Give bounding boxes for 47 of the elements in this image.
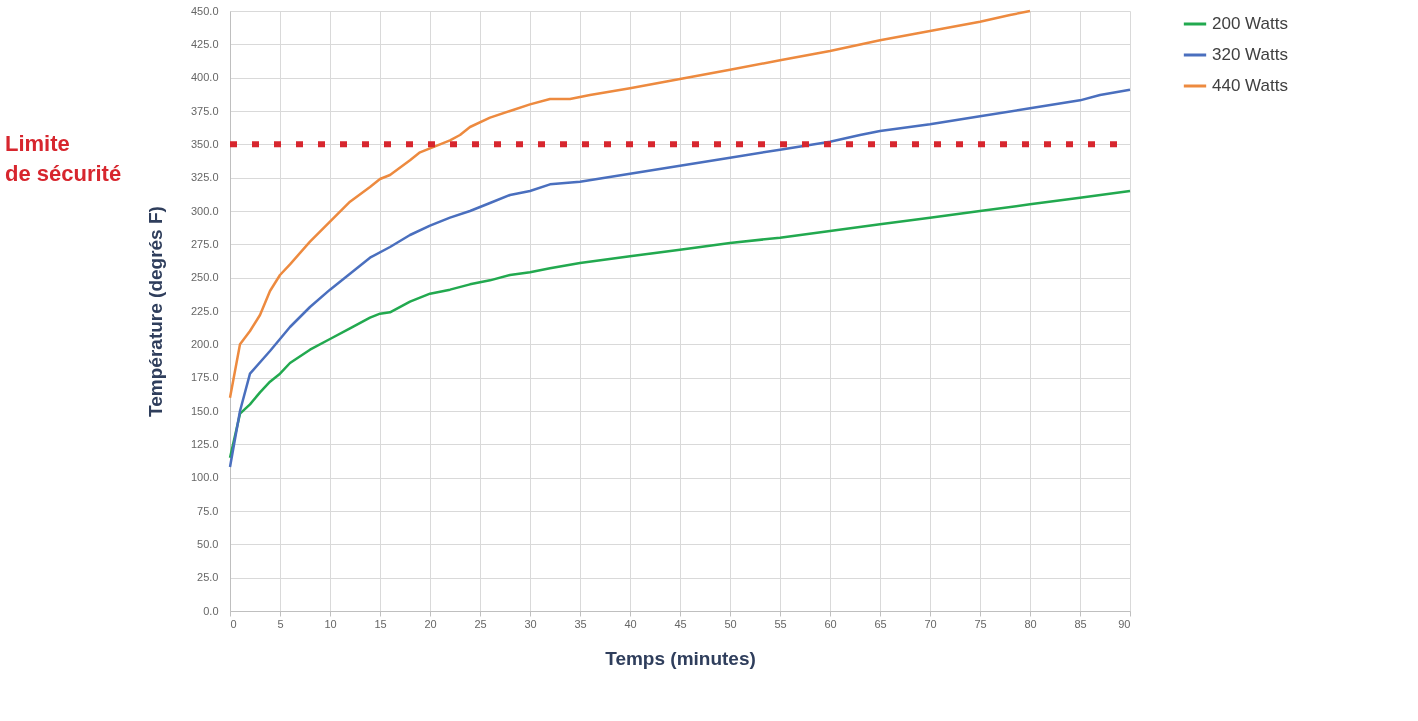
y-tick-label: 225.0 [190,304,219,317]
y-tick-label: 100.0 [190,471,219,484]
x-tick-label: 55 [774,617,787,630]
x-tick-label: 85 [1074,617,1087,630]
x-tick-label: 50 [724,617,737,630]
y-tick-label: 175.0 [190,371,219,384]
legend-label: 440 Watts [1212,76,1288,95]
legend-label: 200 Watts [1212,14,1288,33]
line-series [228,9,1032,399]
y-tick-label: 300.0 [190,204,219,217]
x-tick-label: 75 [974,617,987,630]
x-tick-label: 35 [574,617,587,630]
y-tick-label: 75.0 [197,504,219,517]
line-series [228,88,1132,469]
x-tick-label: 80 [1024,617,1037,630]
y-tick-label: 200.0 [190,337,219,350]
y-tick-label: 275.0 [190,237,219,250]
x-tick-label: 20 [424,617,437,630]
x-tick-label: 70 [924,617,937,630]
y-tick-label: 350.0 [190,137,219,150]
x-tick-label: 5 [277,617,284,630]
x-tick-label: 90 [1118,617,1131,630]
x-tick-label: 0 [230,617,237,630]
y-axis-title: Température (degrés F) [144,206,166,417]
y-tick-label: 400.0 [190,71,219,84]
x-tick-label: 40 [624,617,637,630]
y-tick-label: 0.0 [203,604,219,617]
y-tick-label: 25.0 [197,571,219,584]
x-tick-label: 15 [374,617,387,630]
x-axis-title: Temps (minutes) [605,647,756,669]
x-tick-label: 65 [874,617,887,630]
x-tick-label: 60 [824,617,837,630]
y-tick-label: 125.0 [190,437,219,450]
x-tick-label: 45 [674,617,687,630]
y-tick-label: 50.0 [197,537,219,550]
y-tick-label: 325.0 [190,171,219,184]
y-tick-label: 250.0 [190,271,219,284]
y-tick-label: 425.0 [190,37,219,50]
legend-label: 320 Watts [1212,45,1288,64]
ref-line-label: Limite de sécurité [5,131,122,187]
x-tick-label: 30 [524,617,537,630]
y-tick-label: 450.0 [190,4,219,17]
x-tick-label: 25 [474,617,487,630]
x-tick-label: 10 [324,617,337,630]
y-tick-label: 375.0 [190,104,219,117]
y-tick-label: 150.0 [190,404,219,417]
line-series [228,189,1132,459]
